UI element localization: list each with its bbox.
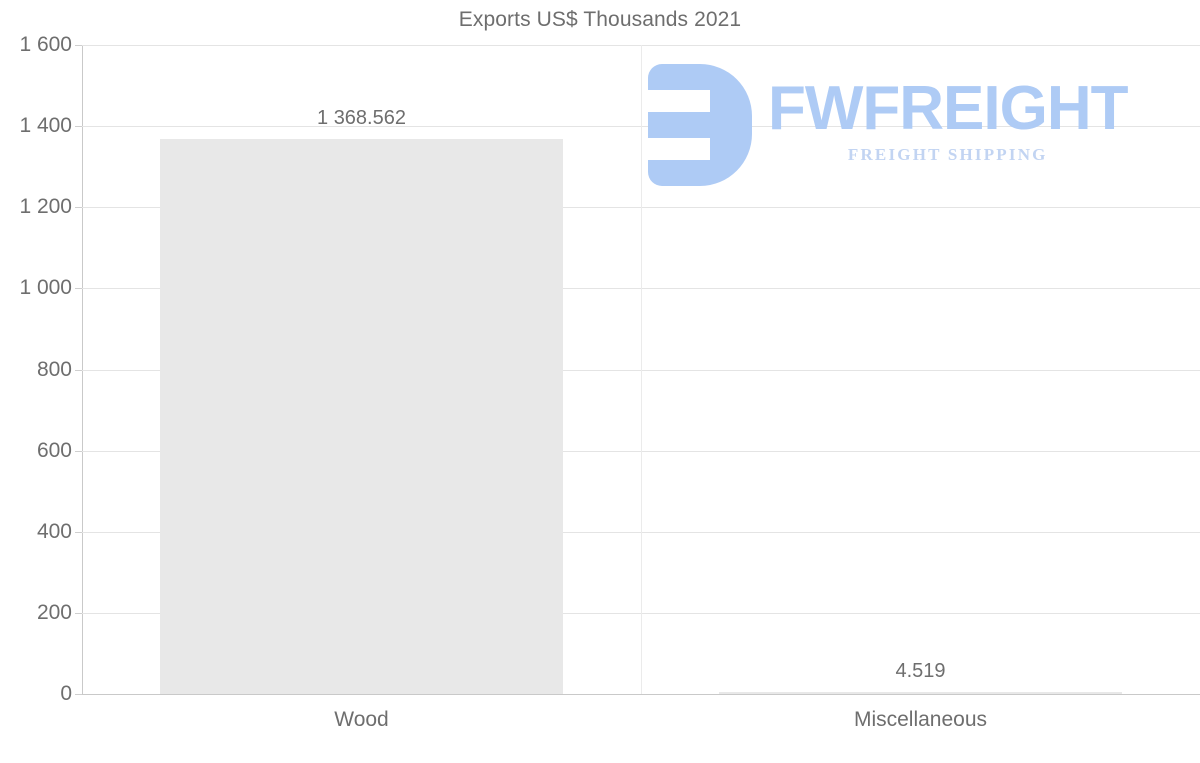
- y-axis-tick-mark: [75, 450, 82, 452]
- plot-area: 1 600 1 400 1 200 1 000 800 600 400 200 0 1 368.5…: [19, 33, 1200, 705]
- chart-title: Exports US$ Thousands 2021: [458, 8, 742, 31]
- y-axis-tick-label: 1 200: [19, 195, 72, 219]
- y-axis-tick-label: 1 400: [19, 114, 72, 138]
- x-axis-label-miscellaneous: Miscellaneous: [853, 708, 988, 731]
- bar-value-label: 1 368.562: [317, 106, 406, 129]
- y-axis-tick-mark: [75, 45, 82, 46]
- x-axis-label-wood: Wood: [334, 708, 389, 731]
- bar-wood[interactable]: [160, 138, 563, 694]
- gridline-category-separator: [641, 45, 642, 694]
- y-axis-tick-mark: [75, 531, 82, 533]
- y-axis-tick-label: 1 600: [19, 33, 72, 56]
- y-axis-tick-label: 600: [36, 438, 72, 462]
- y-axis-tick-mark: [75, 207, 82, 209]
- y-axis-tick-label: 1 000: [19, 276, 72, 300]
- y-axis-tick-mark: [75, 694, 82, 695]
- gridline-y: [82, 694, 1200, 695]
- bar-value-label: 4.519: [895, 660, 946, 683]
- y-axis-tick-label: 200: [36, 600, 72, 624]
- y-axis-tick-mark: [75, 369, 82, 371]
- y-axis-tick-label: 800: [36, 357, 72, 381]
- y-axis-tick-label: 400: [36, 519, 72, 543]
- y-axis-tick-label: 0: [60, 682, 72, 705]
- y-axis-tick-mark: [75, 126, 82, 128]
- bar-miscellaneous[interactable]: [719, 692, 1122, 694]
- y-axis-tick-mark: [75, 288, 82, 290]
- y-axis-tick-mark: [75, 612, 82, 614]
